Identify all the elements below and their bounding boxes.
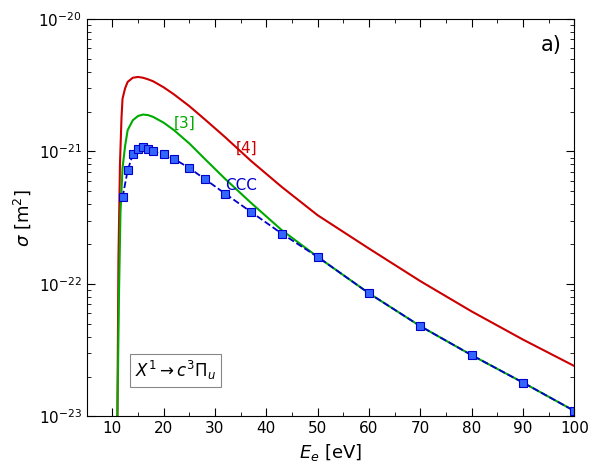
Text: a): a) xyxy=(541,35,561,55)
Y-axis label: $\sigma$ [m$^2$]: $\sigma$ [m$^2$] xyxy=(11,189,33,246)
Text: [3]: [3] xyxy=(174,116,196,131)
Text: $X^1$$\rightarrow$$c^3\Pi_u$: $X^1$$\rightarrow$$c^3\Pi_u$ xyxy=(136,359,217,382)
Text: [4]: [4] xyxy=(236,141,257,156)
Text: CCC: CCC xyxy=(225,178,257,193)
X-axis label: $E_e$ [eV]: $E_e$ [eV] xyxy=(299,442,362,463)
